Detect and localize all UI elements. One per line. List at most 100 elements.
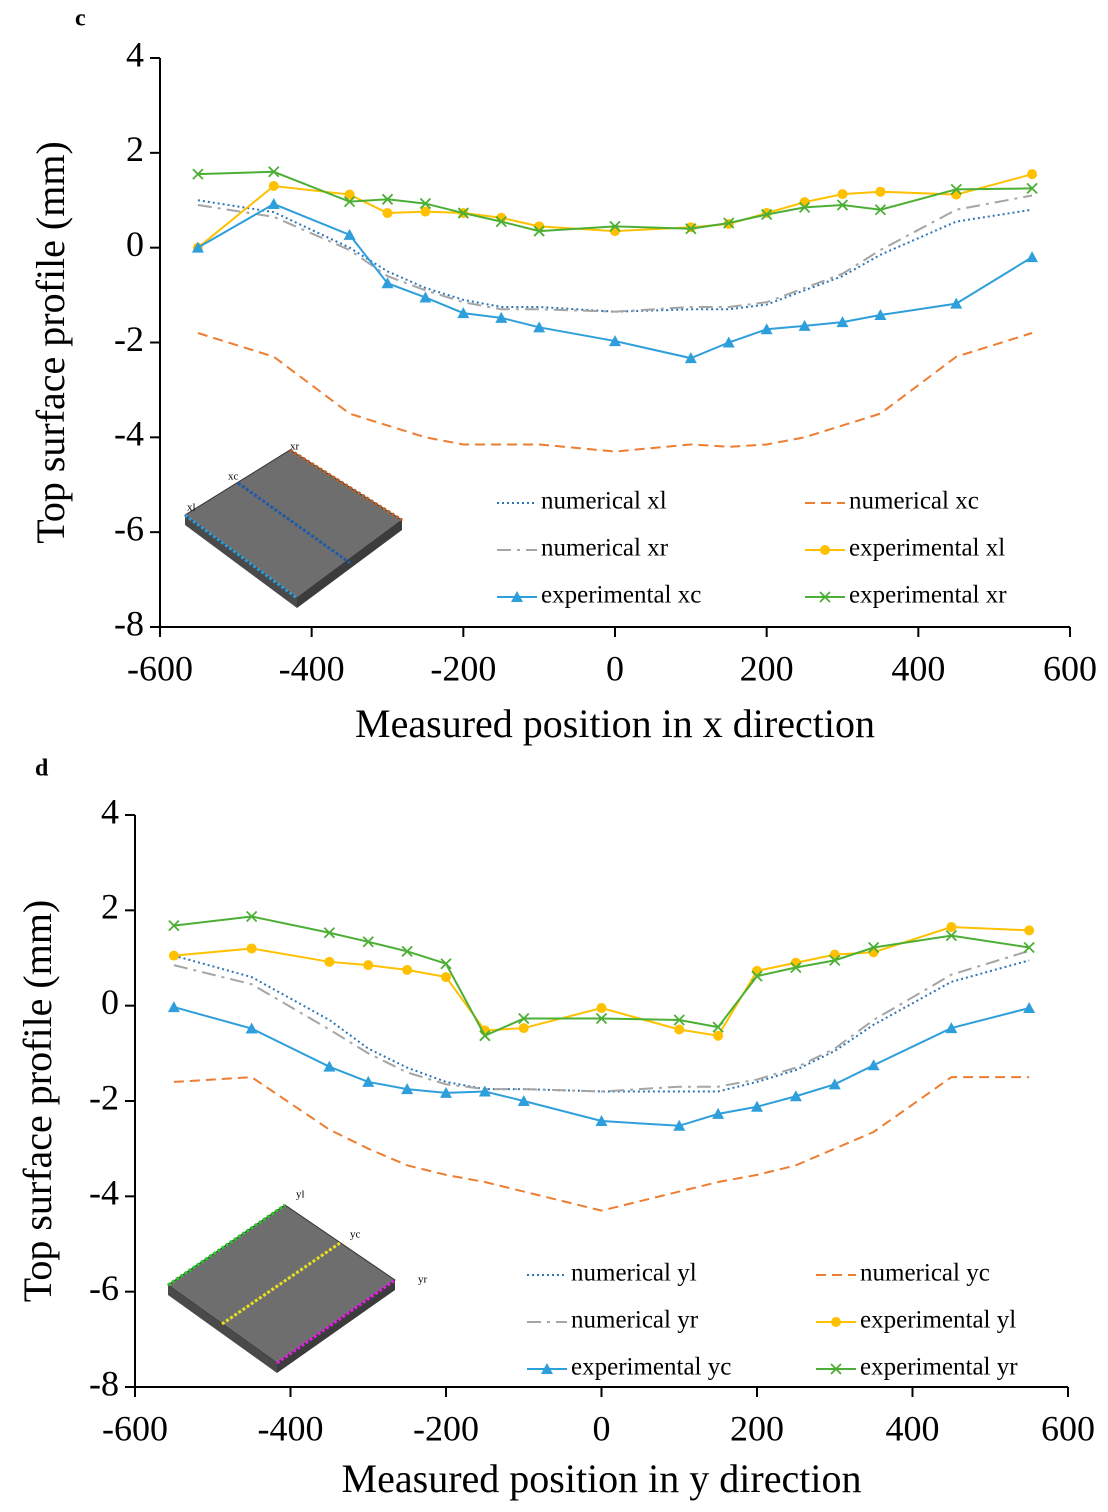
x-tick-label: 200 <box>730 1408 784 1448</box>
y-tick-label: 2 <box>101 887 119 927</box>
y-tick-label: 2 <box>126 129 144 169</box>
legend-label: numerical xc <box>849 488 979 515</box>
point <box>324 957 334 967</box>
y-tick-label: 0 <box>126 224 144 264</box>
x-tick-label: 400 <box>891 648 945 688</box>
panel-label: d <box>35 756 49 782</box>
series <box>193 169 1037 252</box>
inset-label: yc <box>350 1229 361 1241</box>
series-line <box>198 200 1032 311</box>
legend-label: experimental xl <box>849 535 1005 562</box>
inset-label: xc <box>228 471 239 483</box>
point <box>323 1061 335 1072</box>
point <box>344 229 356 240</box>
legend-label: experimental yl <box>860 1307 1016 1334</box>
series <box>198 333 1032 452</box>
point <box>830 950 840 960</box>
y-tick-label: -2 <box>114 319 144 359</box>
point <box>713 1031 723 1041</box>
y-axis-label: Top surface profile (mm) <box>15 900 60 1303</box>
y-tick-label: 0 <box>101 982 119 1022</box>
point <box>674 1025 684 1035</box>
legend-label: numerical yl <box>571 1260 697 1287</box>
point <box>269 181 279 191</box>
point <box>441 959 451 969</box>
x-tick-label: -400 <box>279 648 345 688</box>
point <box>441 972 451 982</box>
series <box>198 196 1032 312</box>
inset-pallet <box>168 450 402 1373</box>
point <box>457 307 469 318</box>
x-tick-label: -600 <box>102 1408 168 1448</box>
panel-label: c <box>75 6 86 32</box>
series <box>169 912 1034 1041</box>
series <box>174 956 1029 1092</box>
point <box>169 951 179 961</box>
y-tick-label: 4 <box>101 791 119 831</box>
inset-label: xl <box>187 502 196 514</box>
figure: c-8-6-4-2024-600-400-2000200400600Measur… <box>0 0 1108 1512</box>
y-tick-label: 4 <box>126 34 144 74</box>
point <box>868 1059 880 1070</box>
point <box>1027 169 1037 179</box>
point <box>383 208 393 218</box>
x-axis-label: Measured position in x direction <box>355 701 875 746</box>
legend-label: experimental yr <box>860 1354 1018 1381</box>
x-tick-label: -200 <box>413 1408 479 1448</box>
point <box>838 189 848 199</box>
point <box>829 1078 841 1089</box>
x-tick-label: 200 <box>740 648 794 688</box>
point <box>875 187 885 197</box>
x-tick-label: 400 <box>886 1408 940 1448</box>
legend-label: experimental xr <box>849 582 1007 609</box>
series-line <box>198 333 1032 452</box>
series-line <box>174 1007 1029 1126</box>
x-tick-label: 600 <box>1041 1408 1095 1448</box>
legend-label: experimental xc <box>541 582 701 609</box>
legend-label: numerical xr <box>541 535 669 562</box>
point <box>597 1003 607 1013</box>
point <box>402 965 412 975</box>
series <box>174 951 1029 1092</box>
x-tick-label: -600 <box>127 648 193 688</box>
point <box>831 1317 841 1327</box>
series <box>168 1001 1035 1131</box>
y-tick-label: -4 <box>89 1173 119 1213</box>
point <box>362 1076 374 1087</box>
y-tick-label: -4 <box>114 414 144 454</box>
series-line <box>174 951 1029 1092</box>
series-line <box>198 172 1032 231</box>
point <box>950 298 962 309</box>
point <box>363 960 373 970</box>
x-tick-label: 0 <box>593 1408 611 1448</box>
series <box>192 198 1038 363</box>
x-tick-label: -400 <box>258 1408 324 1448</box>
point <box>1026 251 1038 262</box>
series <box>169 922 1034 1041</box>
x-axis-label: Measured position in y direction <box>342 1456 862 1501</box>
point <box>946 922 956 932</box>
point <box>800 197 810 207</box>
point <box>268 198 280 209</box>
point <box>168 1001 180 1012</box>
y-axis-label: Top surface profile (mm) <box>28 141 73 544</box>
y-tick-label: -6 <box>114 508 144 548</box>
y-tick-label: -8 <box>89 1363 119 1403</box>
inset-label: xr <box>290 441 300 453</box>
series <box>198 200 1032 311</box>
x-tick-label: 0 <box>606 648 624 688</box>
y-tick-label: -2 <box>89 1077 119 1117</box>
inset-label: yl <box>296 1189 305 1201</box>
legend-label: experimental yc <box>571 1354 731 1381</box>
series-line <box>198 196 1032 312</box>
inset-label: yr <box>418 1274 428 1286</box>
series <box>193 167 1037 236</box>
legend-label: numerical yc <box>860 1260 990 1287</box>
point <box>519 1023 529 1033</box>
point <box>820 545 830 555</box>
series-line <box>174 956 1029 1092</box>
legend-label: numerical xl <box>541 488 667 515</box>
legend-label: numerical yr <box>571 1307 699 1334</box>
y-tick-label: -8 <box>114 603 144 643</box>
x-tick-label: 600 <box>1043 648 1097 688</box>
